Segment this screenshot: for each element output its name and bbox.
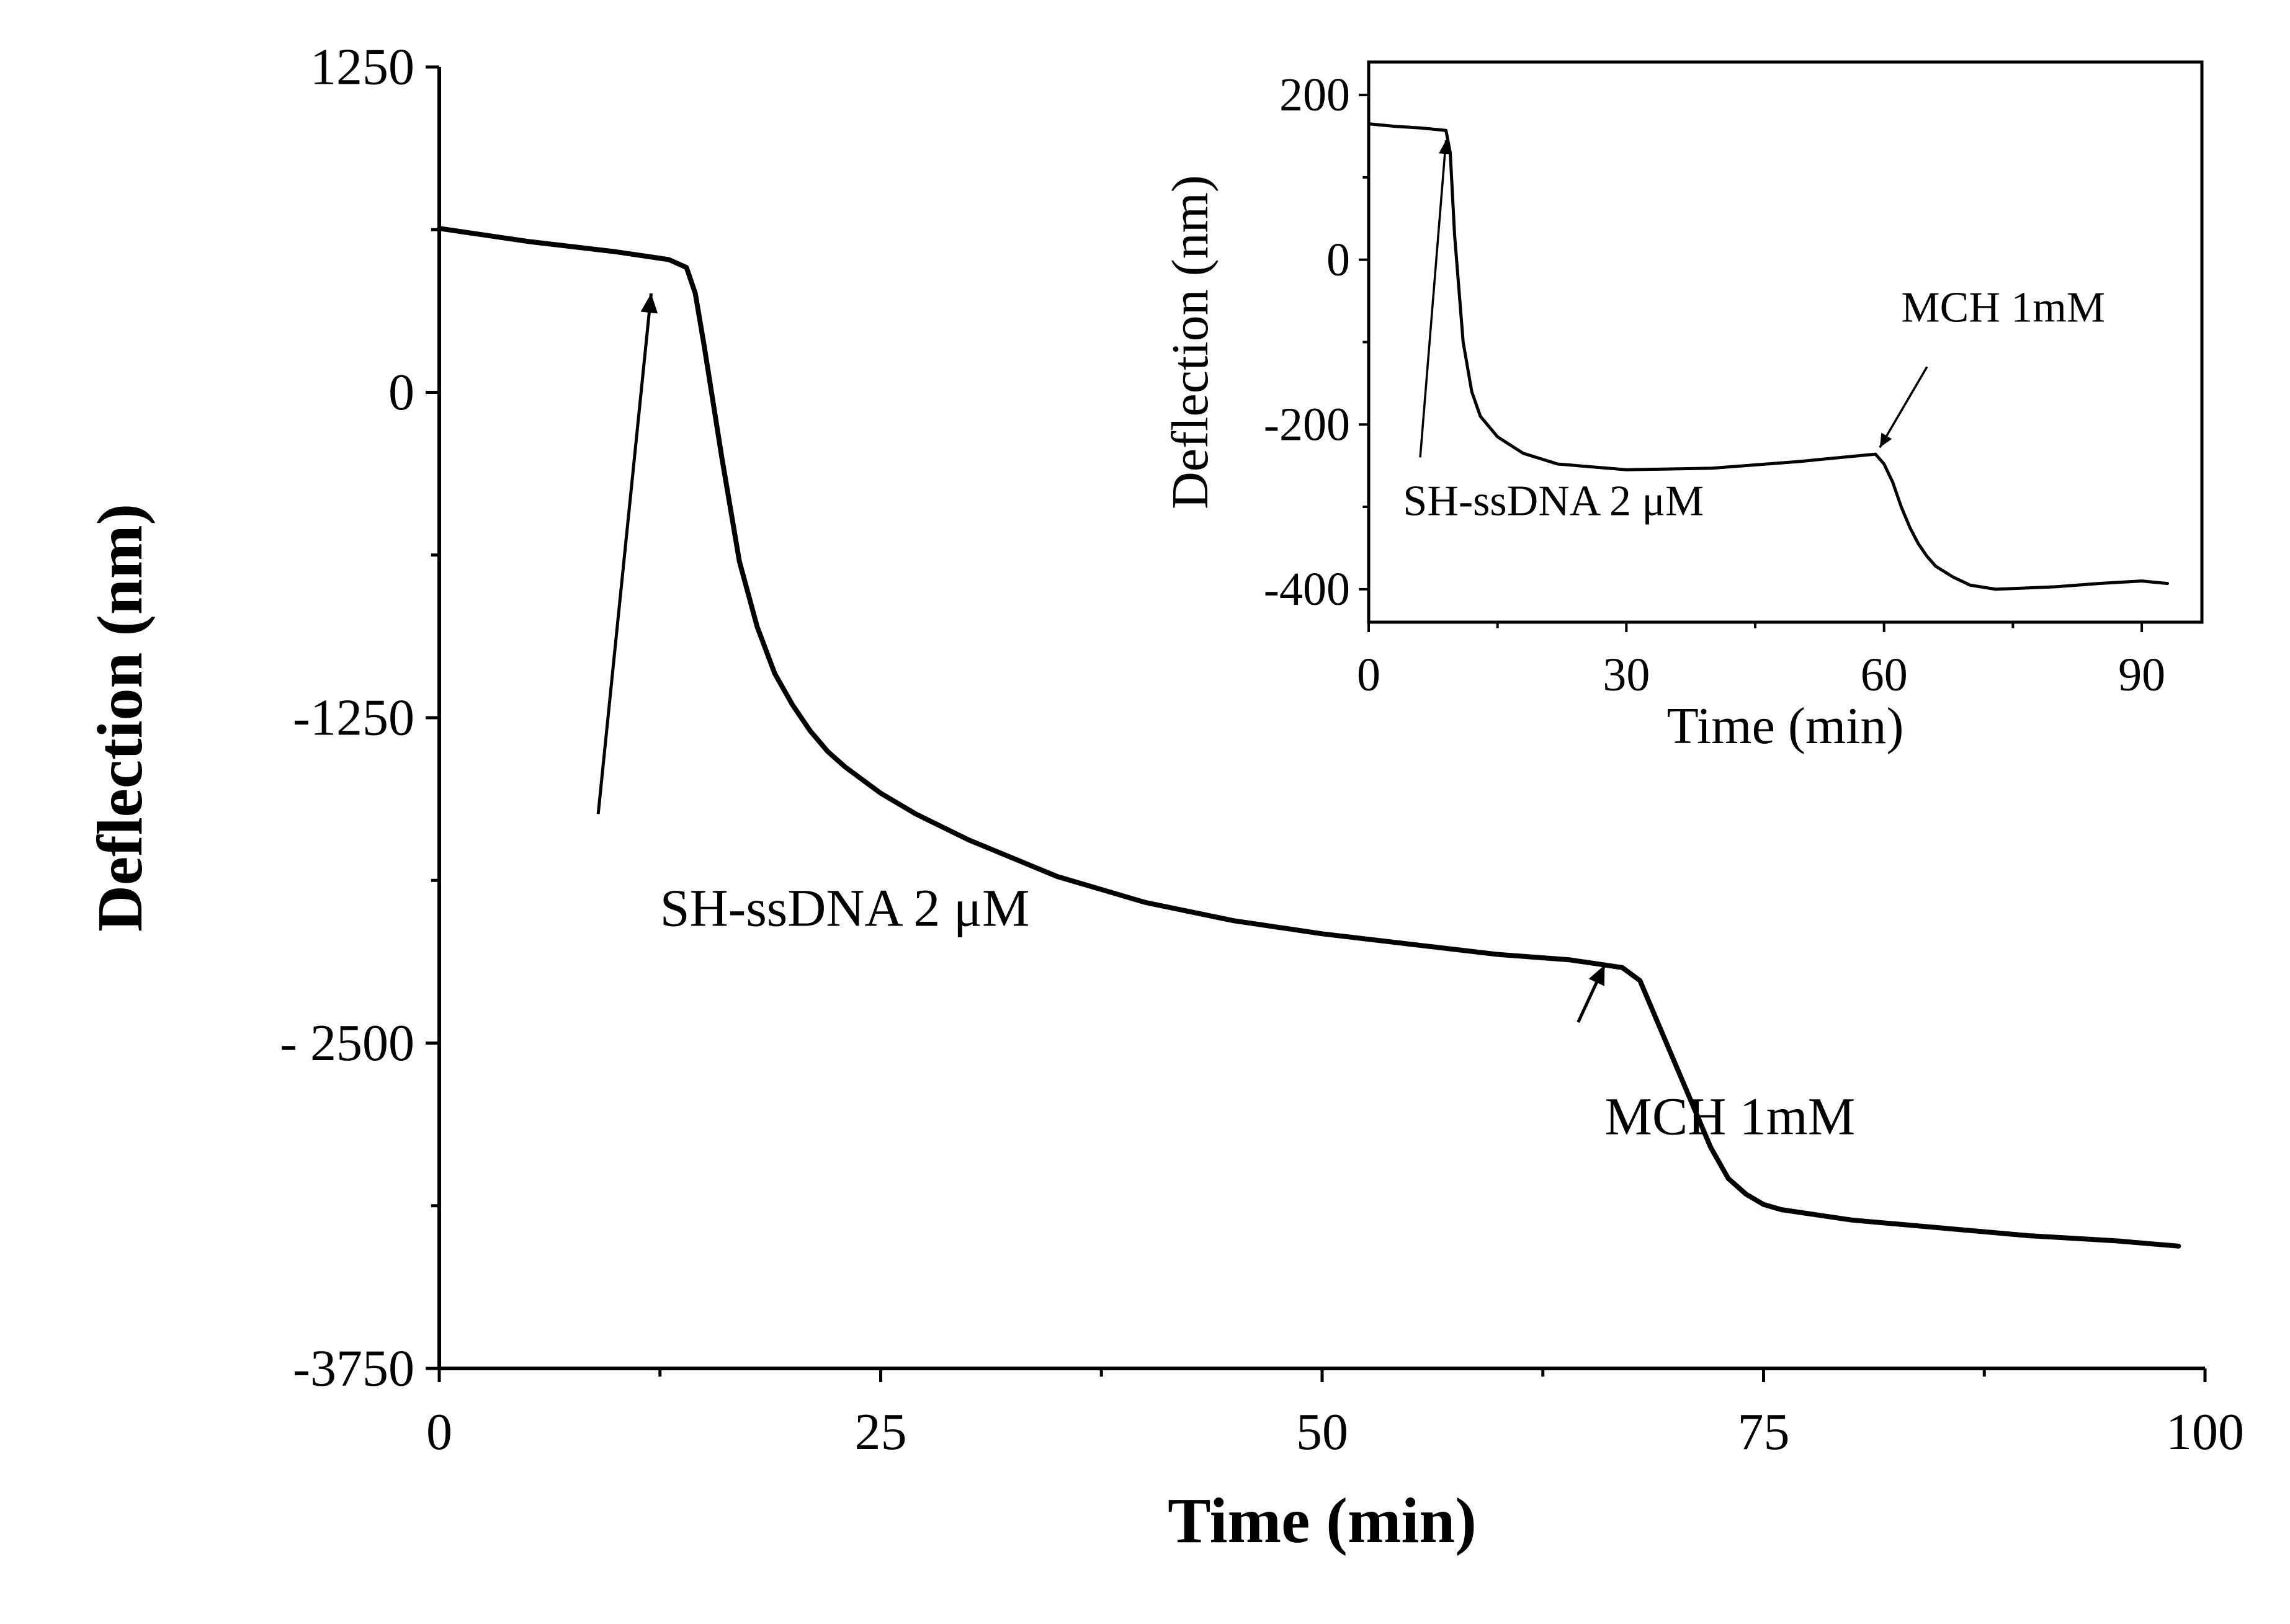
- inset-y-axis-title: Deflection (nm): [1161, 175, 1219, 509]
- main-annotation-arrowhead: [640, 293, 658, 314]
- main-x-tick-label: 25: [855, 1403, 907, 1461]
- main-y-tick-label: -3750: [293, 1340, 414, 1398]
- main-y-tick-label: -1250: [293, 689, 414, 747]
- main-x-tick-label: 75: [1738, 1403, 1790, 1461]
- main-x-tick-label: 0: [426, 1403, 452, 1461]
- main-annotation-label: SH-ssDNA 2 μM: [660, 878, 1030, 938]
- main-x-tick-label: 50: [1296, 1403, 1348, 1461]
- inset-y-tick-label: -200: [1264, 398, 1350, 450]
- inset-series-line: [1367, 122, 2170, 591]
- inset-annotation-label: SH-ssDNA 2 μM: [1403, 477, 1704, 525]
- main-x-axis-title: Time (min): [1168, 1485, 1477, 1556]
- main-annotation-arrow: [596, 293, 653, 814]
- inset-x-axis-title: Time (min): [1667, 697, 1904, 755]
- inset-y-tick-label: -400: [1264, 563, 1350, 615]
- inset-y-tick-label: 0: [1326, 234, 1350, 286]
- main-x-tick-label: 100: [2166, 1403, 2244, 1461]
- main-y-tick-label: 1250: [310, 38, 414, 96]
- main-y-axis-title: Deflection (nm): [84, 504, 156, 932]
- main-y-tick-label: - 2500: [280, 1014, 414, 1072]
- inset-x-tick-label: 60: [1861, 649, 1908, 701]
- main-y-tick-label: 0: [388, 364, 414, 421]
- inset-annotation-arrow: [1419, 140, 1447, 458]
- inset-x-tick-label: 90: [2118, 649, 2165, 701]
- inset-annotation-arrowhead: [1439, 140, 1451, 154]
- inset-x-tick-label: 30: [1603, 649, 1650, 701]
- inset-x-tick-label: 0: [1357, 649, 1380, 701]
- main-series-line: [437, 226, 2181, 1249]
- inset-annotation-arrowhead: [1879, 432, 1892, 448]
- inset-annotation-arrow: [1879, 366, 1928, 448]
- inset-annotation-label: MCH 1mM: [1901, 283, 2105, 331]
- main-annotation-label: MCH 1mM: [1604, 1086, 1855, 1146]
- inset-y-tick-label: 200: [1279, 69, 1350, 121]
- inset-plot-frame: [1367, 60, 2204, 624]
- main-annotation-arrowhead: [1588, 965, 1605, 986]
